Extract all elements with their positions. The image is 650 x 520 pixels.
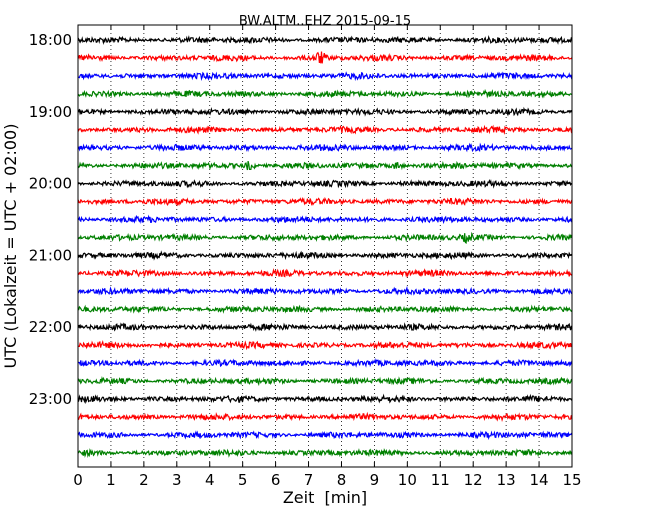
x-tick-label: 4	[205, 471, 215, 489]
trace-line	[77, 71, 573, 82]
x-tick-label: 3	[172, 471, 182, 489]
seismic-traces	[77, 35, 573, 458]
x-tick-label: 8	[337, 471, 347, 489]
trace-line	[77, 160, 573, 171]
x-tick-label: 14	[530, 471, 549, 489]
grid-lines	[110, 25, 540, 467]
trace-line	[77, 376, 573, 387]
trace-line	[77, 285, 573, 296]
chart-title: BW.ALTM..EHZ 2015-09-15	[239, 14, 411, 29]
trace-line	[78, 304, 573, 314]
trace-line	[77, 35, 572, 45]
y-tick-label: 23:00	[29, 390, 72, 408]
x-tick-label: 10	[398, 471, 417, 489]
x-tick-label: 13	[497, 471, 516, 489]
trace-line	[77, 124, 573, 135]
y-axis-ticks: 18:00 19:00 20:00 21:00 22:00 23:00	[29, 31, 572, 408]
x-tick-label: 11	[431, 471, 450, 489]
y-tick-label: 20:00	[29, 175, 72, 193]
trace-line	[77, 51, 573, 64]
x-tick-label: 15	[562, 471, 581, 489]
y-tick-label: 18:00	[29, 31, 72, 49]
trace-line	[77, 339, 573, 351]
y-tick-label: 22:00	[29, 318, 72, 336]
trace-line	[77, 430, 573, 441]
trace-line	[77, 179, 573, 189]
trace-line	[77, 448, 573, 458]
trace-line	[77, 358, 573, 368]
plot-frame	[77, 24, 573, 468]
y-tick-label: 21:00	[29, 246, 72, 264]
x-axis-ticks: 0 1 2 3 4 5 6 7 8 9 10 11 12 13 14 15	[73, 25, 582, 489]
trace-line	[77, 411, 573, 422]
trace-line	[77, 231, 573, 244]
x-tick-label: 1	[106, 471, 116, 489]
trace-line	[77, 106, 573, 117]
trace-line	[77, 196, 573, 207]
x-tick-label: 12	[464, 471, 483, 489]
x-tick-label: 7	[304, 471, 314, 489]
x-axis-label: Zeit [min]	[283, 488, 367, 507]
trace-line	[77, 142, 573, 153]
y-axis-label: UTC (Lokalzeit = UTC + 02:00)	[1, 124, 20, 369]
x-tick-label: 5	[238, 471, 248, 489]
trace-line	[77, 267, 573, 278]
trace-line	[77, 250, 573, 261]
trace-line	[77, 322, 573, 332]
trace-line	[77, 88, 573, 99]
x-tick-label: 2	[139, 471, 149, 489]
trace-line	[77, 214, 573, 225]
y-tick-label: 19:00	[29, 103, 72, 121]
x-tick-label: 9	[370, 471, 380, 489]
trace-line	[77, 393, 573, 405]
x-tick-label: 6	[271, 471, 281, 489]
x-tick-label: 0	[73, 471, 83, 489]
